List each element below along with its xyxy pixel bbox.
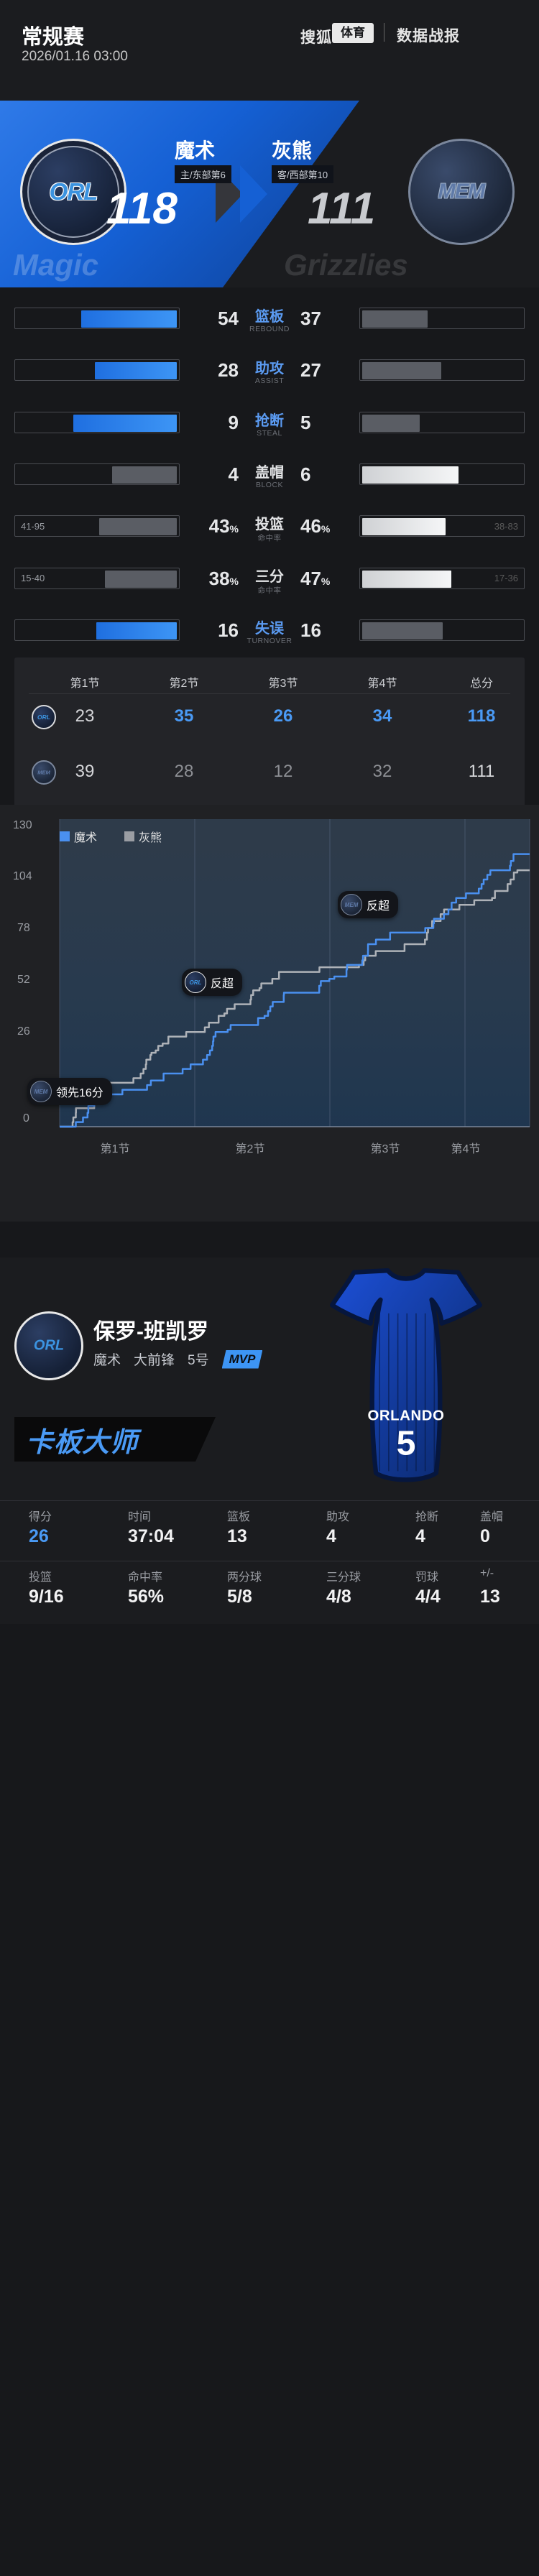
svg-text:5: 5: [397, 1424, 416, 1463]
svg-text:ORLANDO: ORLANDO: [367, 1408, 444, 1423]
